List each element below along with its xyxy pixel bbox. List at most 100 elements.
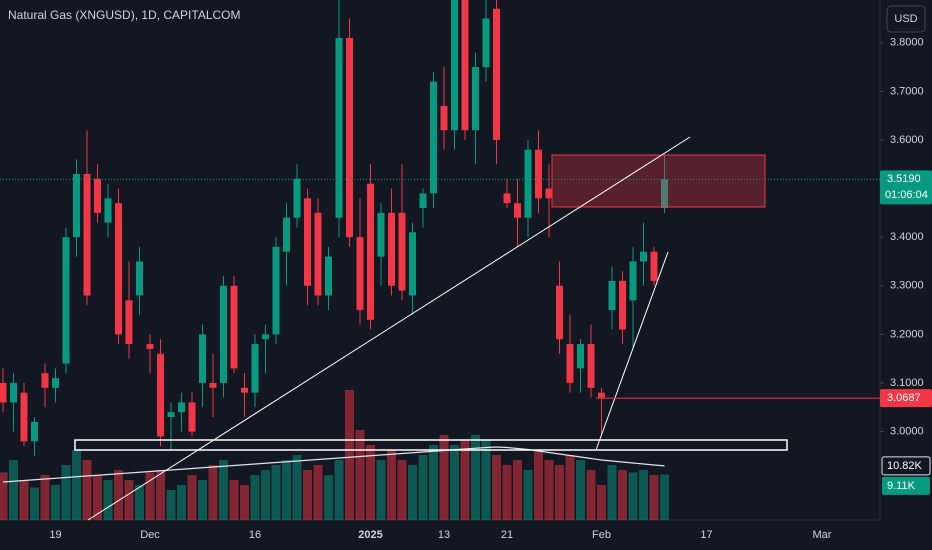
volume-bar <box>471 435 480 520</box>
volume-bar <box>93 475 102 520</box>
candle-body <box>104 198 112 223</box>
candle-body <box>535 149 542 199</box>
x-tick-label: 2025 <box>358 529 382 541</box>
volume-bar <box>555 465 564 520</box>
volume-bar <box>387 450 396 520</box>
volume-bar <box>82 460 92 520</box>
candle-body <box>650 251 658 281</box>
x-tick-label: 19 <box>49 529 61 541</box>
chart-title: Natural Gas (XNGUSD), 1D, CAPITALCOM <box>8 8 241 22</box>
volume-ma-line <box>2 446 665 483</box>
y-tick-label: 3.0000 <box>890 425 924 437</box>
candle-body <box>304 198 311 286</box>
volume-bar <box>324 475 333 520</box>
volume-bar <box>460 440 470 520</box>
volume-bar <box>156 470 165 520</box>
x-tick-label: 16 <box>249 529 261 541</box>
volume-bar <box>198 480 207 520</box>
volume-bar <box>30 487 39 520</box>
volume-bar <box>376 460 386 520</box>
volume-bar <box>103 480 113 520</box>
candle-body <box>136 261 143 296</box>
volume-bar <box>229 480 239 520</box>
candle-body <box>346 37 353 238</box>
currency-button[interactable] <box>886 5 926 33</box>
volume-bar <box>597 485 606 520</box>
volume-bar <box>51 485 60 520</box>
volume-bar <box>450 445 459 520</box>
y-tick-label: 3.7000 <box>890 85 924 97</box>
candle-body <box>493 8 500 140</box>
y-tick-label: 3.2000 <box>890 328 924 340</box>
volume-bar <box>177 485 186 520</box>
candle-body <box>367 183 374 320</box>
candle-body <box>188 402 196 432</box>
volume-bar <box>208 465 218 520</box>
volume-bar <box>565 455 575 520</box>
volume-bar <box>481 440 491 520</box>
volume-bar <box>429 445 438 520</box>
x-tick-label: 21 <box>501 529 513 541</box>
candle-body <box>482 18 490 68</box>
volume-bar <box>271 465 281 520</box>
candle-body <box>199 334 206 383</box>
countdown: 01:06:04 <box>885 189 928 201</box>
candle-body <box>556 285 563 340</box>
last-price-label: 3.5190 <box>887 173 921 185</box>
candle-body <box>262 334 269 340</box>
candle-body <box>577 344 584 369</box>
volume-box <box>882 476 930 495</box>
x-tick-label: 17 <box>700 529 712 541</box>
candle-body <box>598 392 605 398</box>
last-price-box <box>880 170 932 205</box>
support-box <box>74 439 788 451</box>
volume-bar <box>292 455 302 520</box>
candle-body <box>587 344 595 388</box>
candle-body <box>440 105 448 131</box>
candle-body <box>272 246 280 335</box>
candle-body <box>146 344 154 349</box>
volume-bar <box>439 435 449 520</box>
volume-bar <box>145 472 155 520</box>
candle-body <box>608 280 616 311</box>
volume-bar <box>40 475 50 520</box>
volume-bar <box>366 445 375 520</box>
volume-bar <box>523 470 533 520</box>
volume-bar <box>355 430 365 520</box>
volume-bar <box>649 475 659 520</box>
candle-body <box>251 344 259 393</box>
candle-body <box>514 203 521 218</box>
volume-bar <box>628 472 638 520</box>
candle-body <box>293 178 301 218</box>
volume-label: 9.11K <box>887 480 916 492</box>
candle-body <box>20 392 28 442</box>
volume-bar <box>397 460 407 520</box>
currency[interactable]: USD <box>894 13 917 25</box>
candle-body <box>283 217 290 252</box>
candle-body <box>52 378 59 388</box>
candle-body <box>157 353 164 437</box>
candle-body <box>10 382 17 403</box>
volume-bar <box>303 470 312 520</box>
candle-body <box>661 179 668 208</box>
volume-bar <box>187 475 197 520</box>
volume-bar <box>250 475 260 520</box>
candle-body <box>503 193 511 204</box>
candle-body <box>241 387 248 393</box>
candle-body <box>325 256 332 296</box>
y-tick-label: 3.3000 <box>890 280 924 292</box>
volume-bar <box>9 460 18 520</box>
candle-body <box>0 382 7 403</box>
volume-ma-label: 10.82K <box>887 460 923 472</box>
candle-body <box>94 178 101 213</box>
volume-bar <box>408 465 417 520</box>
candle-body <box>83 173 91 296</box>
candle-body <box>545 188 553 199</box>
candle-body <box>472 67 479 131</box>
volume-bar <box>114 470 123 520</box>
volume-bar <box>639 470 648 520</box>
candle-body <box>62 237 70 364</box>
volume-bar <box>334 460 344 520</box>
candle-body <box>209 382 217 388</box>
